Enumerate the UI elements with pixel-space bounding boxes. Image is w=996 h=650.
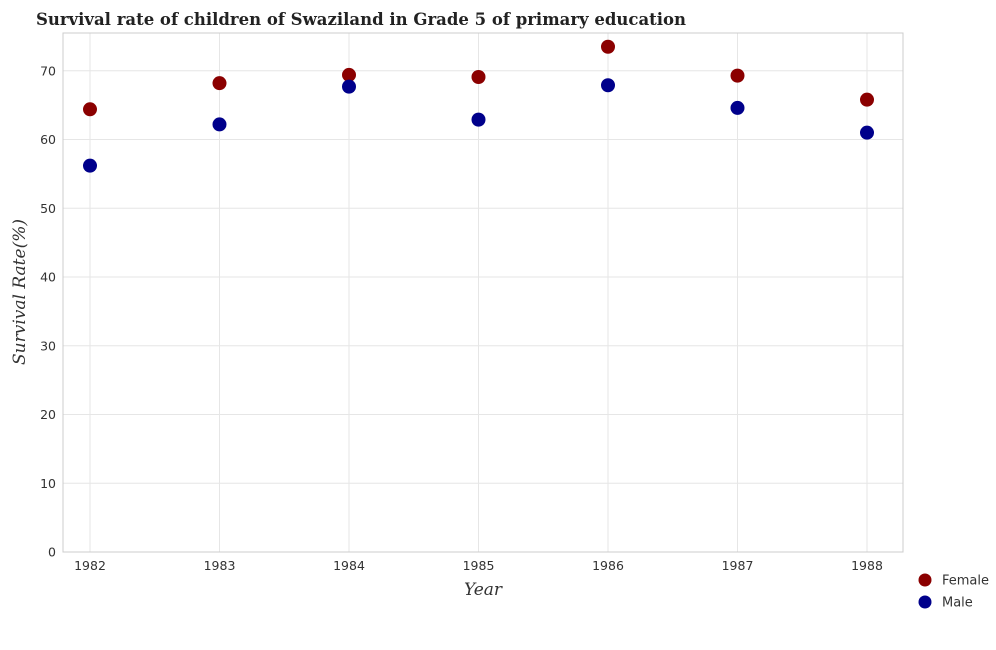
y-tick-label: 40 xyxy=(40,270,56,285)
male-point-1984 xyxy=(342,80,356,94)
y-tick-label: 20 xyxy=(40,407,56,422)
female-point-1985 xyxy=(472,70,486,84)
female-point-1988 xyxy=(860,93,874,107)
legend-label-male: Male xyxy=(942,596,973,611)
male-point-1985 xyxy=(472,113,486,127)
x-axis-label: Year xyxy=(464,580,503,600)
female-point-1987 xyxy=(731,69,745,83)
x-tick-label: 1984 xyxy=(333,558,365,573)
y-tick-label: 50 xyxy=(40,201,56,216)
x-tick-label: 1982 xyxy=(74,558,106,573)
y-axis-label: Survival Rate(%) xyxy=(10,219,30,365)
male-point-1982 xyxy=(83,159,97,173)
female-point-1983 xyxy=(213,76,227,90)
plot-frame xyxy=(63,33,903,552)
x-tick-labels: 1982 1983 1984 1985 1986 1987 1988 xyxy=(74,558,883,573)
x-tick-label: 1985 xyxy=(463,558,495,573)
y-tick-label: 70 xyxy=(40,63,56,78)
legend: Female Male xyxy=(919,574,990,611)
grid xyxy=(63,33,903,552)
male-point-1986 xyxy=(601,78,615,92)
y-tick-label: 0 xyxy=(48,545,56,560)
chart-title: Survival rate of children of Swaziland i… xyxy=(36,10,686,29)
x-tick-label: 1988 xyxy=(851,558,883,573)
x-tick-label: 1986 xyxy=(592,558,624,573)
y-tick-labels: 0 10 20 30 40 50 60 70 xyxy=(40,63,56,559)
x-tick-label: 1983 xyxy=(204,558,236,573)
legend-marker-female xyxy=(919,574,932,587)
female-point-1982 xyxy=(83,102,97,116)
male-point-1983 xyxy=(213,117,227,131)
y-tick-label: 30 xyxy=(40,338,56,353)
female-point-1986 xyxy=(601,40,615,54)
legend-label-female: Female xyxy=(942,574,989,589)
y-tick-label: 60 xyxy=(40,132,56,147)
legend-marker-male xyxy=(919,596,932,609)
male-point-1987 xyxy=(731,101,745,115)
x-tick-label: 1987 xyxy=(722,558,754,573)
male-point-1988 xyxy=(860,126,874,140)
y-tick-label: 10 xyxy=(40,476,56,491)
